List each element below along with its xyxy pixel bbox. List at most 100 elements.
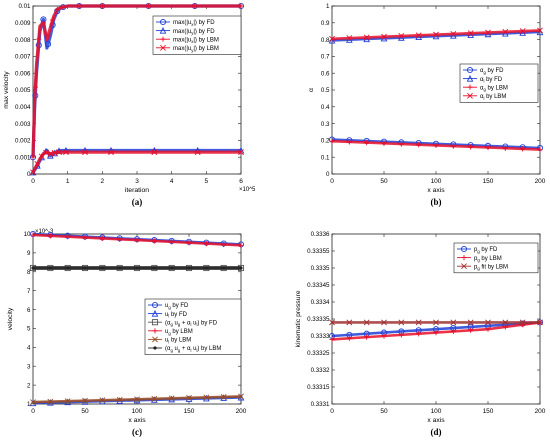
series-marker xyxy=(43,149,49,156)
series-marker xyxy=(238,149,244,156)
y-tick-label: 0.3 xyxy=(321,121,330,128)
series-marker xyxy=(187,266,191,270)
panel-caption: (d) xyxy=(431,427,442,437)
series-marker xyxy=(186,394,192,401)
series-marker xyxy=(82,234,88,241)
series-marker xyxy=(363,34,370,41)
series-marker xyxy=(47,150,54,157)
series-marker xyxy=(381,33,387,40)
series-marker xyxy=(329,35,335,42)
y-axis-label: max velocity xyxy=(3,71,10,109)
series-marker xyxy=(30,169,36,176)
series-marker xyxy=(135,266,139,270)
series-marker xyxy=(31,266,35,270)
x-tick-label: 50 xyxy=(81,408,89,415)
y-tick-label: 0.8 xyxy=(321,37,330,44)
y-tick-label: 0.4 xyxy=(321,104,330,111)
series-marker xyxy=(346,35,353,41)
chart-panel-4: 0 50 100 150 200 0.3331 0.33315 0.3332 0.33325 0.… xyxy=(295,231,546,424)
series-marker xyxy=(239,266,243,270)
x-tick-label: 200 xyxy=(236,408,247,415)
y-tick-label: 0.009 xyxy=(15,20,31,27)
legend-swatch-marker xyxy=(467,92,473,99)
legend-entry-label: max(|ux​|) by FD xyxy=(173,20,215,27)
series-marker xyxy=(45,33,51,39)
series-marker xyxy=(468,144,474,150)
series-marker xyxy=(537,319,543,326)
x-tick-label: 200 xyxy=(535,408,546,415)
legend-entry-label: max(|ux​|) by LBM xyxy=(173,37,219,44)
series-marker xyxy=(82,397,88,404)
y-tick-label: 0.3333 xyxy=(311,333,330,340)
x-tick-label: 100 xyxy=(431,408,442,415)
series-marker xyxy=(169,239,175,245)
series-marker xyxy=(170,266,174,270)
x-tick-label: 6 xyxy=(239,178,243,185)
series-marker xyxy=(329,319,335,326)
legend-entry-label: pg​ by FD xyxy=(474,247,498,254)
series-marker xyxy=(485,319,491,326)
y-tick-label: 0.01 xyxy=(18,3,31,10)
series-marker xyxy=(520,146,526,152)
legend-swatch-marker xyxy=(151,309,159,317)
series-marker xyxy=(152,266,156,270)
y-tick-label: 0.004 xyxy=(15,104,31,111)
y-tick-label: 4 xyxy=(27,345,31,352)
series-marker xyxy=(99,235,105,242)
series-marker xyxy=(50,17,56,23)
y-tick-label: 10 xyxy=(24,231,31,238)
x-tick-label: 1 xyxy=(66,178,70,185)
series-marker xyxy=(433,330,439,336)
x-tick-label: 150 xyxy=(184,408,195,415)
series-marker xyxy=(364,140,370,146)
series-marker xyxy=(415,319,422,326)
series-marker xyxy=(238,242,244,248)
series-marker xyxy=(134,396,140,403)
series-marker xyxy=(364,334,370,340)
legend-swatch-marker xyxy=(153,346,157,350)
series-marker xyxy=(485,326,491,332)
x-tick-label: 50 xyxy=(380,408,388,415)
legend-swatch-marker xyxy=(466,66,474,74)
series-marker xyxy=(519,319,526,326)
chart-panel-2: 0 50 100 150 200 0 0.1 0.2 0.3 0.4 0.5 0.6 0.7 0.8 0.9… xyxy=(308,3,546,194)
series-marker xyxy=(186,240,192,246)
x-tick-label: 0 xyxy=(31,178,35,185)
series-marker xyxy=(222,266,226,270)
series-marker xyxy=(40,20,46,26)
series-marker xyxy=(60,4,66,10)
y-exponent-label: ×10^-3 xyxy=(35,229,54,235)
series-marker xyxy=(329,138,335,144)
series-marker xyxy=(502,324,508,330)
series-marker xyxy=(99,397,106,404)
series-marker xyxy=(100,266,104,270)
series-marker xyxy=(82,149,88,156)
x-tick-label: 5 xyxy=(205,178,209,185)
series-marker xyxy=(485,144,491,151)
y-axis-label: velocity xyxy=(7,307,14,330)
series-marker xyxy=(416,331,422,337)
legend-swatch-marker xyxy=(151,301,159,309)
y-tick-label: 0.33315 xyxy=(307,384,330,391)
y-tick-label: 0.3334 xyxy=(311,299,330,306)
series-marker xyxy=(502,28,509,35)
series-marker xyxy=(468,327,474,333)
x-tick-label: 100 xyxy=(431,178,442,185)
legend-entry-label: αg​ by LBM xyxy=(480,85,508,92)
x-tick-label: 4 xyxy=(170,178,174,185)
series-marker xyxy=(192,3,198,9)
y-tick-label: 1 xyxy=(27,401,31,408)
series-line xyxy=(331,30,541,42)
series-marker xyxy=(65,234,71,240)
y-tick-label: 0.1 xyxy=(321,154,330,161)
y-tick-label: 0.2 xyxy=(321,138,330,145)
series-marker xyxy=(502,145,508,151)
series-marker xyxy=(398,332,404,338)
series-marker xyxy=(66,266,70,270)
panel-caption: (c) xyxy=(132,427,142,437)
legend-entry-label: αl​ by FD xyxy=(480,77,503,84)
series-marker xyxy=(363,319,370,326)
